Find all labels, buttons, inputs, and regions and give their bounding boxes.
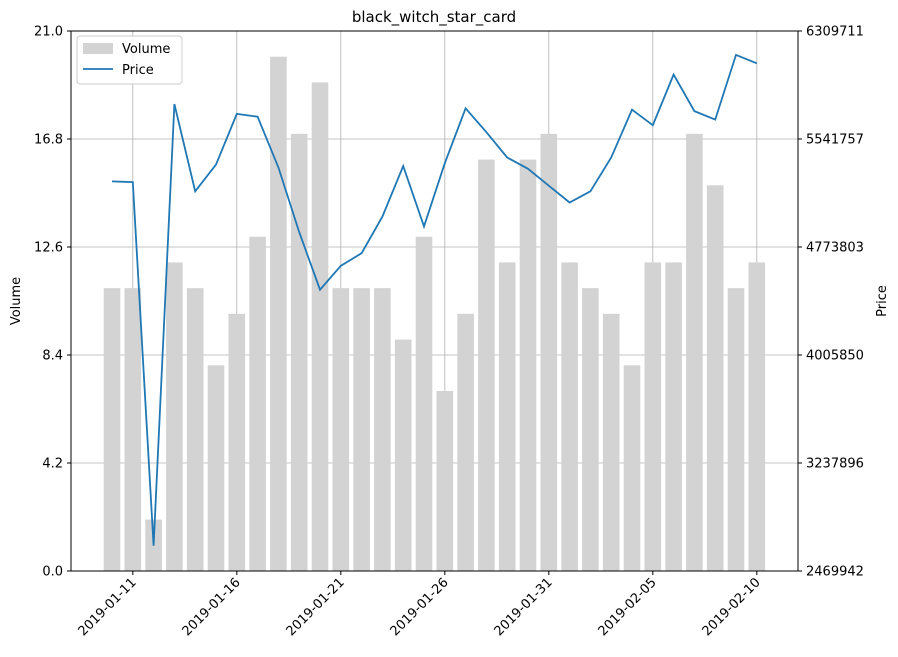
x-tick-label: 2019-01-11: [76, 575, 140, 639]
volume-bar: [498, 262, 516, 571]
x-tick-label: 2019-01-21: [284, 575, 348, 639]
volume-bar: [103, 288, 121, 571]
x-tick-label: 2019-01-26: [388, 575, 452, 639]
chart-title: black_witch_star_card: [352, 8, 516, 27]
volume-bar: [290, 133, 308, 571]
volume-bar: [436, 391, 454, 571]
volume-bar: [602, 313, 620, 571]
y-right-tick-label: 6309711: [806, 25, 864, 40]
volume-bar: [207, 365, 225, 571]
volume-bar: [457, 313, 474, 571]
volume-bar: [727, 288, 745, 571]
y-left-tick-label: 12.6: [34, 241, 63, 256]
y-left-tick-label: 0.0: [42, 565, 63, 580]
volume-bar: [394, 339, 412, 571]
volume-bar: [249, 236, 266, 571]
y-right-tick-label: 2469942: [806, 565, 864, 580]
volume-bar: [561, 262, 578, 571]
y-right-tick-label: 5541757: [806, 133, 864, 148]
y-right-tick-label: 3237896: [806, 457, 864, 472]
y-left-axis-label: Volume: [9, 277, 24, 325]
y-left-tick-label: 21.0: [34, 25, 63, 40]
volume-bar: [353, 288, 370, 571]
volume-bar: [124, 288, 142, 571]
y-right-axis-label: Price: [875, 285, 890, 317]
legend-swatch-volume: [83, 43, 113, 54]
volume-bar: [186, 288, 204, 571]
legend-label-price: Price: [122, 63, 154, 78]
x-tick-label: 2019-02-05: [596, 575, 660, 639]
y-right-axis-ticks: 2469942 3237896 4005850 4773803 5541757 63097…: [798, 25, 864, 580]
y-right-tick-label: 4773803: [806, 241, 864, 256]
y-left-tick-label: 8.4: [42, 349, 63, 364]
volume-bar: [166, 262, 183, 571]
volume-bar: [519, 159, 537, 572]
volume-bar: [270, 56, 287, 571]
y-left-axis-ticks: 0.0 4.2 8.4 12.6 16.8 21.0: [34, 25, 71, 580]
legend: Volume Price: [76, 35, 183, 85]
volume-bar: [665, 262, 682, 571]
y-left-tick-label: 4.2: [42, 457, 63, 472]
x-tick-label: 2019-01-31: [492, 575, 556, 639]
x-tick-label: 2019-02-10: [700, 575, 764, 639]
volume-bar: [644, 262, 662, 571]
volume-bar: [623, 365, 641, 571]
y-left-tick-label: 16.8: [34, 133, 63, 148]
x-tick-label: 2019-01-16: [180, 575, 244, 639]
legend-label-volume: Volume: [122, 42, 170, 57]
price-line: [111, 53, 758, 546]
volume-bar: [748, 262, 766, 571]
volume-bar: [478, 159, 495, 572]
volume-bar: [415, 236, 433, 571]
volume-bars: [103, 56, 766, 572]
plot-frame: [70, 30, 799, 572]
volume-bar: [374, 288, 391, 571]
y-right-tick-label: 4005850: [806, 349, 864, 364]
volume-bar: [332, 288, 350, 571]
volume-bar: [228, 313, 246, 571]
volume-bar: [686, 133, 703, 571]
volume-bar: [311, 82, 329, 571]
x-axis-ticks: 2019-01-11 2019-01-16 2019-01-21 2019-01-26…: [76, 571, 764, 639]
volume-bar: [540, 133, 558, 571]
volume-bar: [582, 288, 599, 571]
volume-bar: [706, 185, 724, 572]
